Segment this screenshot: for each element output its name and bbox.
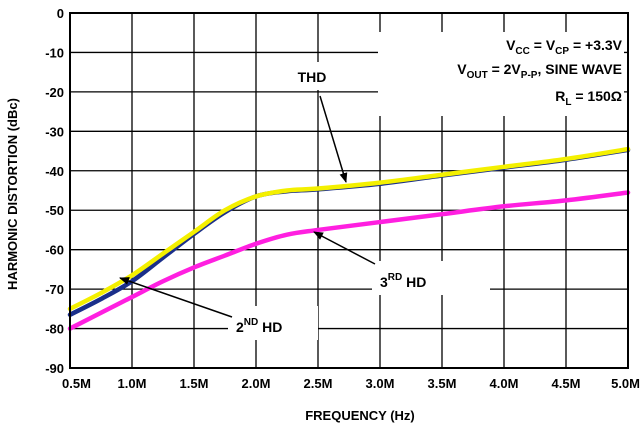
x-tick-labels: 0.5M 1.0M 1.5M 2.0M 2.5M 3.0M 3.5M 4.0M 4.5M 5.0M xyxy=(62,376,640,391)
hd3-arrow xyxy=(313,231,376,265)
x-tick-label: 5.0M xyxy=(611,376,640,391)
y-tick-labels: 0 -10 -20 -30 -40 -50 -60 -70 -80 -90 xyxy=(45,6,64,376)
x-tick-label: 1.0M xyxy=(118,376,147,391)
y-tick-label: -70 xyxy=(45,282,64,297)
conditions-box xyxy=(378,32,624,116)
y-tick-label: -90 xyxy=(45,361,64,376)
thd-arrow xyxy=(319,95,348,183)
x-tick-label: 3.0M xyxy=(366,376,395,391)
y-tick-label: -60 xyxy=(45,243,64,258)
y-tick-label: -10 xyxy=(45,45,64,60)
condition-output: VOUT = 2VP-P, SINE WAVE xyxy=(457,61,622,81)
thd-label: THD xyxy=(298,69,327,85)
hd3-line xyxy=(67,190,631,331)
series-lines xyxy=(67,146,631,331)
y-tick-label: -30 xyxy=(45,124,64,139)
condition-supply: VCC = VCP = +3.3V xyxy=(506,37,623,57)
y-tick-label: -50 xyxy=(45,203,64,218)
thd-label-box xyxy=(285,62,339,90)
y-tick-label: -20 xyxy=(45,85,64,100)
x-tick-label: 2.0M xyxy=(242,376,271,391)
x-tick-label: 0.5M xyxy=(62,376,91,391)
hd2-label: 2ND HD xyxy=(236,317,282,335)
x-axis-label: FREQUENCY (Hz) xyxy=(305,408,415,423)
x-tick-label: 2.5M xyxy=(304,376,333,391)
hd3-label-box xyxy=(372,261,490,295)
hd2-label-box xyxy=(228,306,318,340)
x-tick-label: 3.5M xyxy=(428,376,457,391)
plot-frame xyxy=(69,12,629,369)
x-tick-label: 4.5M xyxy=(552,376,581,391)
thd-line xyxy=(67,146,631,312)
x-tick-label: 4.0M xyxy=(490,376,519,391)
condition-load: RL = 150Ω xyxy=(555,88,622,108)
y-tick-label: -40 xyxy=(45,164,64,179)
x-tick-label: 1.5M xyxy=(180,376,209,391)
y-tick-label: -80 xyxy=(45,322,64,337)
hd2-arrow xyxy=(119,277,233,318)
y-axis-label: HARMONIC DISTORTION (dBc) xyxy=(5,98,20,290)
y-tick-label: 0 xyxy=(57,6,64,21)
hd3-label: 3RD HD xyxy=(380,272,426,290)
